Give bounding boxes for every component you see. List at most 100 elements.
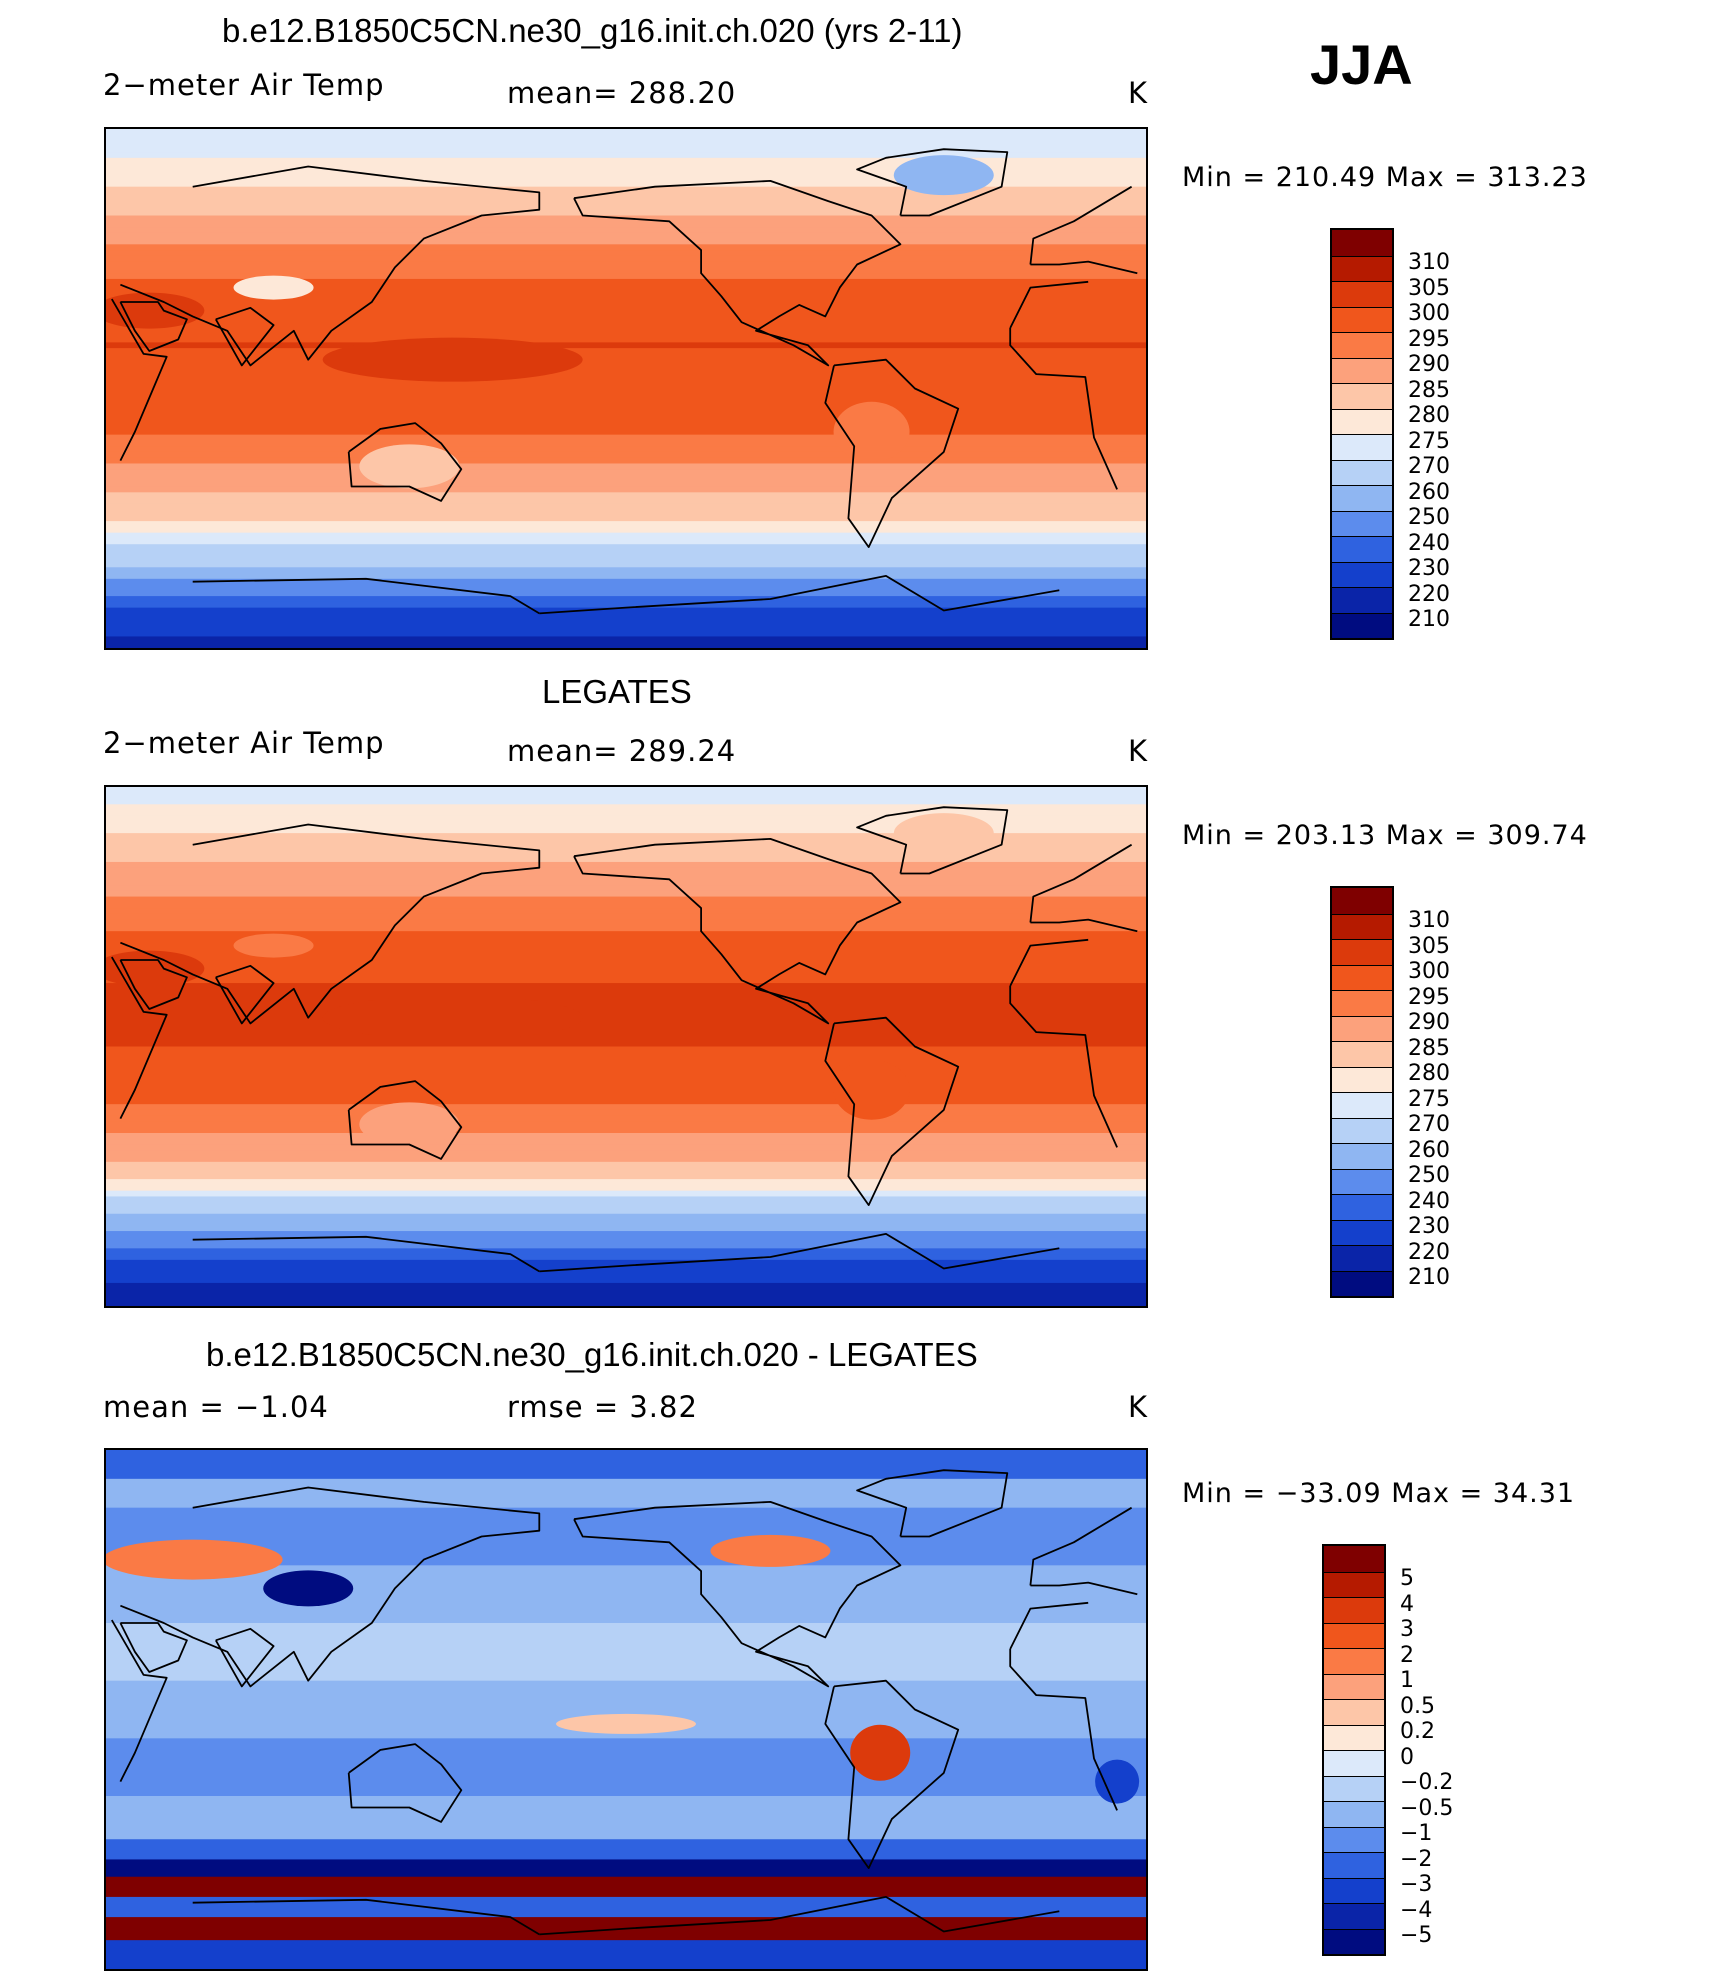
temperature-band	[106, 480, 1146, 488]
europe-asia-outline	[1029, 1506, 1133, 1586]
southern-africa-bias	[1095, 1759, 1140, 1804]
temperature-band	[106, 573, 1146, 580]
temperature-band	[106, 365, 1146, 372]
temperature-band	[106, 1190, 1146, 1198]
colorbar-tick-label: 250	[1408, 1163, 1450, 1188]
temperature-band	[106, 307, 1146, 315]
temperature-band	[106, 1271, 1146, 1278]
min-max-label: Min = −33.09 Max = 34.31	[1182, 1478, 1576, 1509]
greenland-outline	[856, 806, 1009, 875]
north-america-outline	[573, 1501, 902, 1688]
colorbar-tick-label: −1	[1400, 1821, 1433, 1846]
colorbar-tick-label: 295	[1408, 984, 1450, 1010]
temperature-band	[106, 261, 1146, 268]
temperature-map-legates	[104, 785, 1148, 1308]
australia-outline	[347, 422, 463, 502]
greenland-feature	[893, 813, 994, 854]
colorbar-tick-label: 290	[1408, 1010, 1450, 1035]
europe-asia-outline	[120, 165, 541, 367]
temperature-band	[106, 405, 1146, 413]
colorbar-tick-label: 2	[1400, 1642, 1414, 1668]
temperature-band	[106, 1259, 1146, 1267]
colorbar-tick-label: −2	[1400, 1846, 1433, 1872]
colorbar-cell	[1324, 1699, 1384, 1726]
india-outline	[215, 306, 275, 367]
temperature-band	[106, 1231, 1146, 1238]
colorbar-cell	[1332, 990, 1392, 1017]
antarctica-outline	[539, 574, 1060, 615]
colorbar-cell	[1324, 1648, 1384, 1675]
colorbar-tick-label: 210	[1408, 607, 1450, 632]
colorbar-tick-label: 250	[1408, 505, 1450, 530]
difference-band	[106, 1623, 1146, 1682]
temperature-band	[106, 244, 1146, 251]
temperature-band	[106, 423, 1146, 430]
temperature-band	[106, 578, 1146, 586]
colorbar	[1330, 886, 1394, 1298]
temperature-band	[106, 325, 1146, 332]
colorbar-cell	[1324, 1673, 1384, 1700]
north-america-outline	[573, 838, 902, 1025]
temperature-band	[106, 1063, 1146, 1071]
temperature-band	[106, 630, 1146, 638]
temperature-band	[106, 1017, 1146, 1025]
temperature-band	[106, 1282, 1146, 1290]
temperature-band	[106, 388, 1146, 395]
australia-outline	[347, 1743, 463, 1823]
temperature-band	[106, 457, 1146, 465]
temperature-band	[106, 1029, 1146, 1036]
temperature-band	[106, 867, 1146, 875]
temperature-band	[106, 475, 1146, 482]
temperature-band	[106, 544, 1146, 551]
min-max-label: Min = 203.13 Max = 309.74	[1182, 820, 1588, 851]
arabia-outline	[119, 959, 188, 1010]
south-america-bias	[850, 1724, 911, 1781]
india-outline	[215, 1627, 275, 1688]
temperature-band	[106, 942, 1146, 950]
temperature-band	[106, 624, 1146, 632]
warm-pool-feature	[322, 337, 583, 382]
colorbar-cell	[1332, 510, 1392, 537]
temperature-band	[106, 134, 1146, 142]
colorbar-cell	[1332, 1245, 1392, 1272]
colorbar-tick-label: 230	[1408, 1214, 1450, 1239]
north-america-outline	[573, 180, 902, 367]
temperature-band	[106, 1046, 1146, 1053]
europe-asia-outline	[1029, 843, 1133, 923]
temperature-band	[106, 913, 1146, 921]
temperature-band	[106, 1300, 1146, 1306]
colorbar-tick-label: −4	[1400, 1897, 1433, 1923]
colorbar-cell	[1332, 1066, 1392, 1093]
colorbar-cell	[1332, 281, 1392, 308]
colorbar-tick-label: 290	[1408, 352, 1450, 377]
colorbar-tick-label: 5	[1400, 1566, 1414, 1591]
colorbar-tick-label: 305	[1408, 933, 1450, 959]
colorbar-cell	[1324, 1877, 1384, 1904]
temperature-band	[106, 1109, 1146, 1117]
temperature-band	[106, 336, 1146, 343]
colorbar-cell	[1324, 1826, 1384, 1853]
temperature-band	[106, 503, 1146, 511]
colorbar-cell	[1324, 1903, 1384, 1930]
colorbar-cell	[1332, 1219, 1392, 1246]
colorbar-tick-label: 285	[1408, 377, 1450, 403]
temperature-band	[106, 250, 1146, 257]
south-america-feature	[833, 1059, 910, 1120]
temperature-band	[106, 821, 1146, 828]
temperature-band	[106, 1254, 1146, 1261]
colorbar-tick-label: −0.2	[1400, 1770, 1454, 1795]
temperature-band	[106, 908, 1146, 915]
colorbar-cell	[1324, 1801, 1384, 1828]
colorbar-tick-label: 260	[1408, 1137, 1450, 1163]
difference-band	[106, 1896, 1146, 1918]
colorbar-cell	[1324, 1852, 1384, 1879]
temperature-band	[106, 960, 1146, 967]
temperature-band	[106, 209, 1146, 217]
temperature-band	[106, 186, 1146, 194]
colorbar-tick-label: 240	[1408, 530, 1450, 556]
africa-outline	[1009, 938, 1089, 987]
temperature-band	[106, 1196, 1146, 1203]
colorbar-tick-label: 220	[1408, 581, 1450, 607]
mean-label: mean= 289.24	[507, 734, 737, 768]
india-outline	[215, 964, 275, 1025]
